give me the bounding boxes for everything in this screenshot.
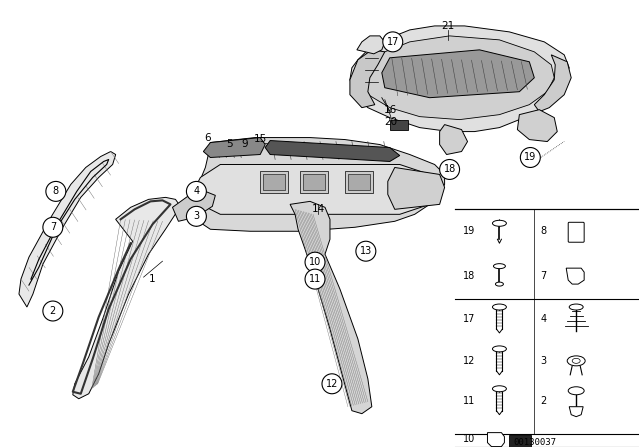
Text: 8: 8 xyxy=(540,226,547,236)
Text: 18: 18 xyxy=(444,164,456,174)
Polygon shape xyxy=(204,138,265,158)
Polygon shape xyxy=(534,55,572,112)
FancyBboxPatch shape xyxy=(568,222,584,242)
Text: 12: 12 xyxy=(326,379,338,389)
Text: 15: 15 xyxy=(253,134,267,143)
Text: 19: 19 xyxy=(463,226,475,236)
Bar xyxy=(509,435,531,447)
Polygon shape xyxy=(172,191,215,221)
Circle shape xyxy=(305,252,325,272)
Polygon shape xyxy=(350,50,385,108)
Text: 8: 8 xyxy=(52,186,59,196)
Text: 14: 14 xyxy=(312,204,324,214)
Ellipse shape xyxy=(493,264,506,269)
Ellipse shape xyxy=(492,220,506,226)
Text: 5: 5 xyxy=(226,138,232,149)
Polygon shape xyxy=(440,125,468,155)
Text: 2: 2 xyxy=(50,306,56,316)
Polygon shape xyxy=(357,36,385,54)
Polygon shape xyxy=(360,36,554,120)
Ellipse shape xyxy=(569,304,583,310)
Polygon shape xyxy=(488,433,504,447)
Circle shape xyxy=(322,374,342,394)
Circle shape xyxy=(186,207,206,226)
Ellipse shape xyxy=(572,358,580,363)
Text: 12: 12 xyxy=(463,356,475,366)
Text: 19: 19 xyxy=(524,152,536,163)
Ellipse shape xyxy=(492,304,506,310)
Polygon shape xyxy=(19,151,116,307)
Bar xyxy=(263,174,285,190)
Polygon shape xyxy=(265,141,400,161)
Polygon shape xyxy=(566,268,584,284)
Polygon shape xyxy=(193,164,440,214)
Bar xyxy=(303,174,325,190)
Text: 17: 17 xyxy=(387,37,399,47)
Circle shape xyxy=(43,301,63,321)
Text: 18: 18 xyxy=(463,271,475,281)
Text: 21: 21 xyxy=(441,21,454,31)
Ellipse shape xyxy=(567,356,585,366)
Text: 4: 4 xyxy=(540,314,547,324)
Polygon shape xyxy=(388,168,445,209)
Text: 10: 10 xyxy=(463,434,475,444)
Text: 13: 13 xyxy=(360,246,372,256)
Ellipse shape xyxy=(495,282,504,286)
Polygon shape xyxy=(569,407,583,417)
Circle shape xyxy=(383,32,403,52)
Text: 9: 9 xyxy=(241,138,248,149)
Polygon shape xyxy=(382,50,534,98)
Text: 6: 6 xyxy=(204,133,211,142)
Circle shape xyxy=(186,181,206,201)
Circle shape xyxy=(520,147,540,168)
Polygon shape xyxy=(517,110,557,142)
Circle shape xyxy=(440,159,460,180)
Text: 20: 20 xyxy=(384,116,397,127)
Polygon shape xyxy=(191,138,445,231)
Circle shape xyxy=(46,181,66,201)
Text: 7: 7 xyxy=(50,222,56,232)
Circle shape xyxy=(43,217,63,237)
Ellipse shape xyxy=(492,346,506,352)
Text: 11: 11 xyxy=(309,274,321,284)
Text: 3: 3 xyxy=(540,356,547,366)
Text: 1: 1 xyxy=(149,274,156,284)
Text: 11: 11 xyxy=(463,396,475,406)
Ellipse shape xyxy=(568,387,584,395)
Polygon shape xyxy=(350,26,569,132)
Ellipse shape xyxy=(492,386,506,392)
Bar xyxy=(300,172,328,194)
Polygon shape xyxy=(290,201,372,414)
Text: 4: 4 xyxy=(193,186,200,196)
Bar xyxy=(260,172,288,194)
Text: 16: 16 xyxy=(384,105,397,115)
Text: 10: 10 xyxy=(309,257,321,267)
Text: 7: 7 xyxy=(540,271,547,281)
Text: 17: 17 xyxy=(463,314,475,324)
Bar xyxy=(345,172,373,194)
Bar xyxy=(390,120,408,129)
Text: 2: 2 xyxy=(540,396,547,406)
Circle shape xyxy=(305,269,325,289)
Text: 3: 3 xyxy=(193,211,200,221)
Circle shape xyxy=(356,241,376,261)
Text: 00130037: 00130037 xyxy=(514,438,557,447)
Polygon shape xyxy=(73,198,180,399)
Bar xyxy=(348,174,370,190)
